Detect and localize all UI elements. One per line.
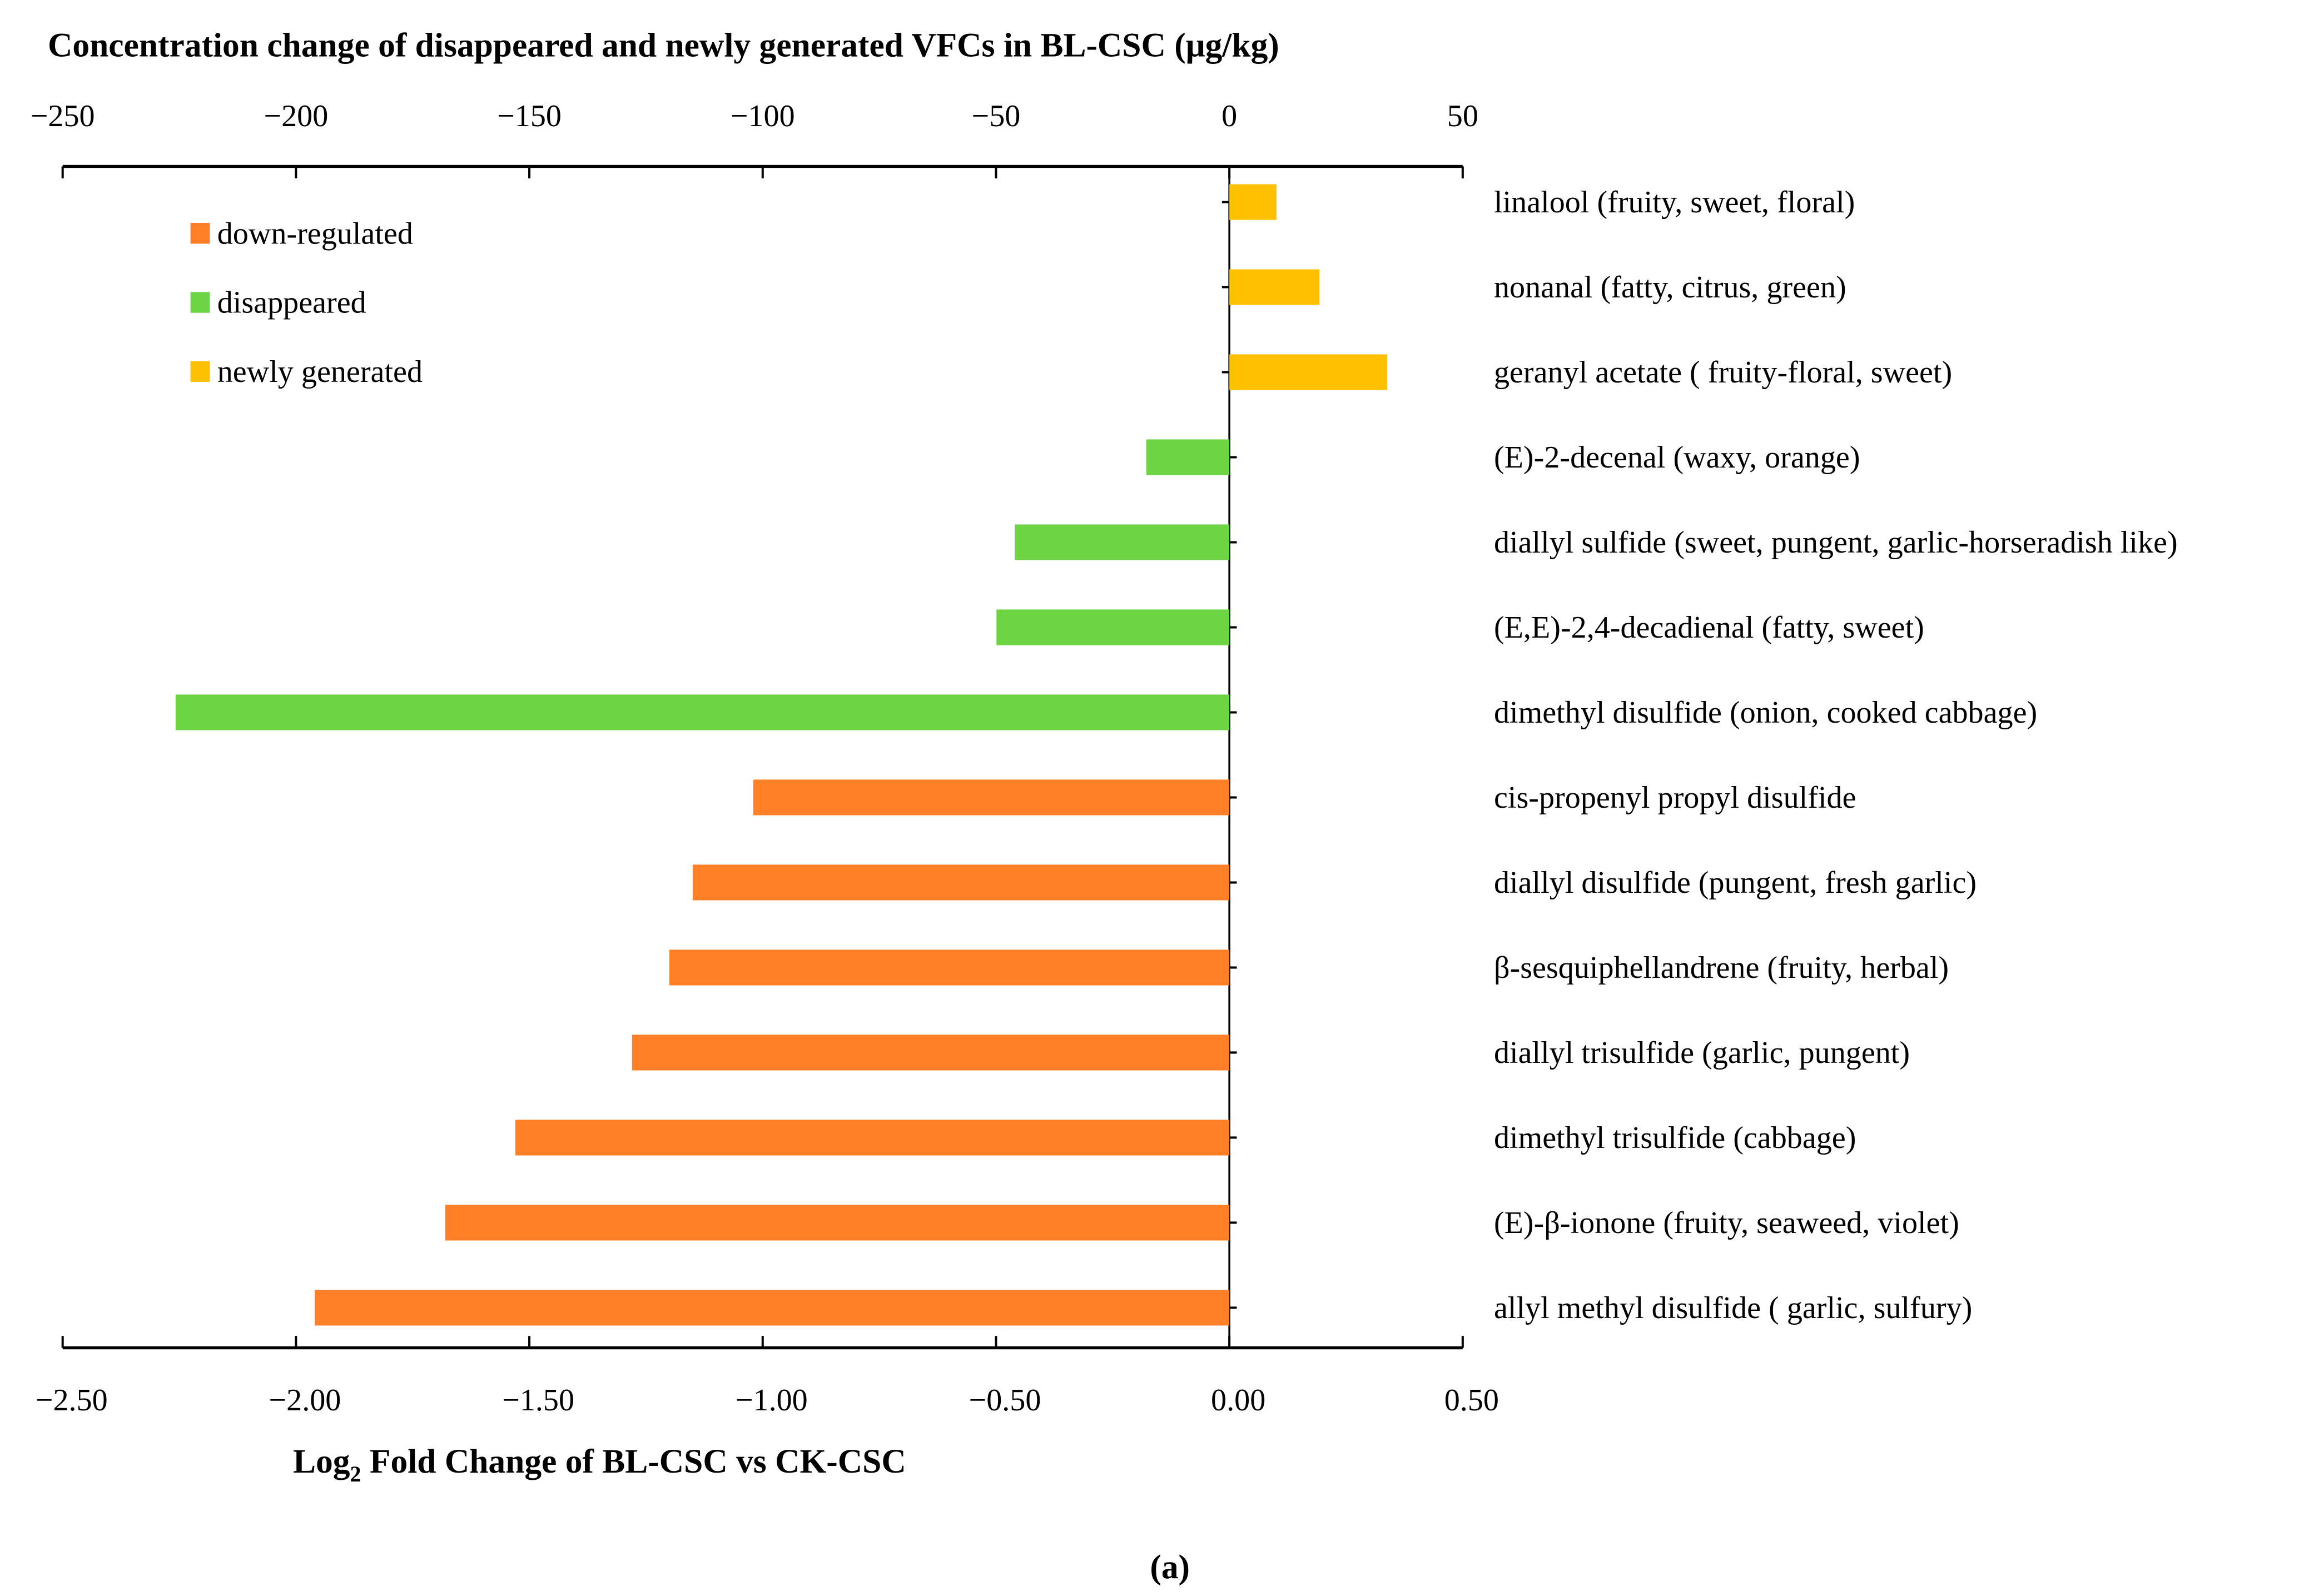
bottom-tick-label: −2.00: [269, 1383, 341, 1418]
category-label: (E)-β-ionone (fruity, seaweed, violet): [1494, 1206, 1959, 1240]
legend-swatch: [190, 222, 210, 244]
bar-disappeared: [1146, 439, 1230, 475]
figure-caption: (a): [1150, 1548, 1190, 1586]
category-label: diallyl disulfide (pungent, fresh garlic…: [1494, 866, 1977, 900]
category-label: diallyl trisulfide (garlic, pungent): [1494, 1036, 1910, 1070]
bar-down-regulated: [632, 1035, 1230, 1071]
category-label: linalool (fruity, sweet, floral): [1494, 185, 1855, 220]
top-tick-label: 0: [1221, 99, 1237, 133]
legend-swatch: [190, 361, 210, 382]
bottom-tick-label: −1.00: [736, 1383, 808, 1418]
chart-title: Concentration change of disappeared and …: [48, 27, 1279, 64]
bars: [175, 184, 1387, 1326]
bottom-tick-label: −2.50: [36, 1383, 108, 1418]
bar-down-regulated: [515, 1120, 1230, 1156]
bar-disappeared: [175, 694, 1230, 730]
category-label: (E,E)-2,4-decadienal (fatty, sweet): [1494, 610, 1924, 645]
bar-down-regulated: [314, 1290, 1230, 1326]
category-label: dimethyl trisulfide (cabbage): [1494, 1121, 1856, 1155]
category-label: dimethyl disulfide (onion, cooked cabbag…: [1494, 695, 2037, 730]
legend-label: newly generated: [217, 355, 423, 389]
top-tick-label: −250: [31, 99, 95, 133]
category-label: cis-propenyl propyl disulfide: [1494, 780, 1856, 815]
bar-newly-generated: [1229, 184, 1277, 220]
category-label: nonanal (fatty, citrus, green): [1494, 270, 1846, 305]
axes: −250 −200 −150 −100 −50 0 50 −2.50 −2.00 −1.50 −1.…: [31, 99, 1499, 1418]
top-tick-label: −150: [497, 99, 562, 133]
bottom-tick-label: −0.50: [969, 1383, 1041, 1418]
legend-label: down-regulated: [217, 216, 413, 251]
bar-down-regulated: [753, 779, 1230, 816]
legend: down-regulated disappeared newly generated: [190, 216, 423, 389]
bar-newly-generated: [1229, 269, 1320, 305]
legend-swatch: [190, 292, 210, 313]
bottom-tick-label: 0.50: [1444, 1383, 1499, 1418]
category-label: geranyl acetate ( fruity-floral, sweet): [1494, 355, 1952, 390]
bar-down-regulated: [669, 949, 1230, 986]
bar-disappeared: [1015, 524, 1230, 560]
top-tick-label: −200: [264, 99, 328, 133]
category-label: (E)-2-decenal (waxy, orange): [1494, 440, 1860, 475]
bar-newly-generated: [1229, 354, 1387, 390]
category-labels: linalool (fruity, sweet, floral) nonanal …: [1494, 185, 2178, 1325]
bottom-tick-label: −1.50: [502, 1383, 574, 1418]
top-tick-label: −100: [731, 99, 795, 133]
category-label: allyl methyl disulfide ( garlic, sulfury…: [1494, 1291, 1972, 1325]
top-tick-label: 50: [1447, 99, 1478, 133]
bar-down-regulated: [692, 864, 1230, 901]
top-tick-label: −50: [972, 99, 1021, 133]
bar-down-regulated: [445, 1205, 1230, 1241]
x-axis-title: Log2 Fold Change of BL-CSC vs CK-CSC: [293, 1443, 906, 1486]
bar-disappeared: [996, 609, 1230, 645]
category-label: diallyl sulfide (sweet, pungent, garlic-…: [1494, 525, 2178, 560]
bottom-tick-label: 0.00: [1211, 1383, 1265, 1418]
legend-label: disappeared: [217, 286, 366, 320]
category-label: β-sesquiphellandrene (fruity, herbal): [1494, 951, 1949, 985]
